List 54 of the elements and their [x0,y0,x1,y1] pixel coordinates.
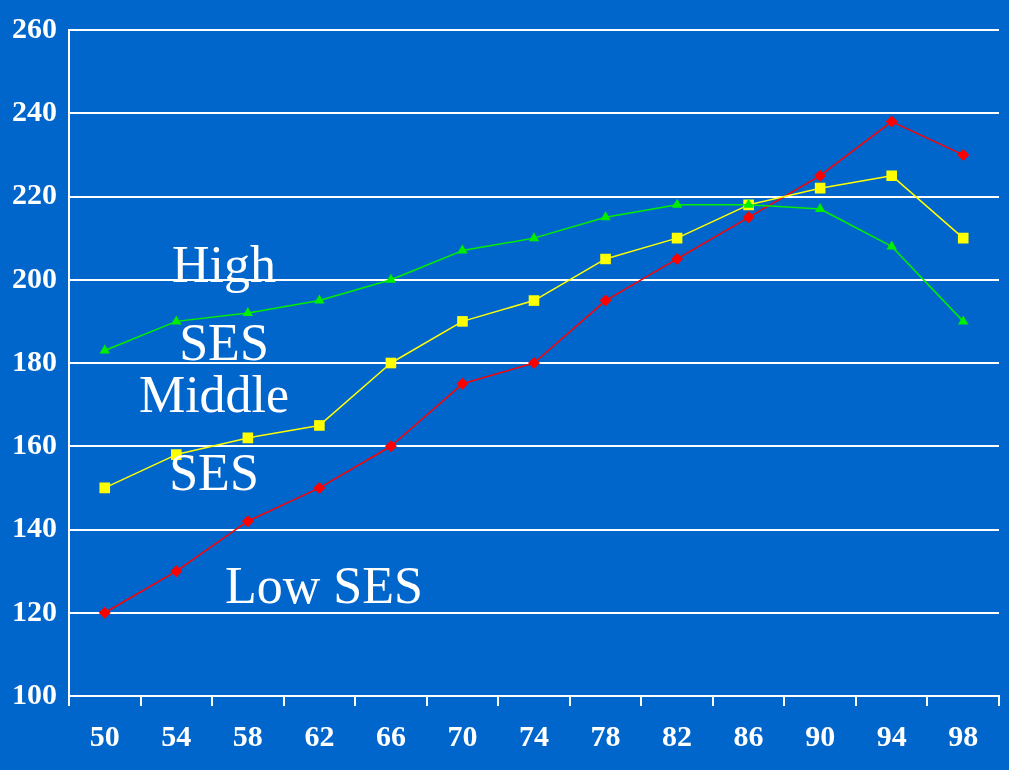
x-tick-label: 50 [89,718,120,752]
point [528,232,540,242]
x-tick-label: 62 [304,718,335,752]
y-tick-label: 220 [12,177,57,211]
point [671,252,684,265]
point [814,169,827,182]
point [313,481,326,494]
y-tick-label: 200 [12,260,57,294]
point [528,357,540,369]
x-tick-label: 90 [805,718,836,752]
x-tick-label: 86 [733,718,764,752]
point [98,606,111,619]
point [599,294,612,307]
point [170,565,183,578]
point [99,344,110,354]
x-tick-label: 54 [161,718,192,752]
point [456,377,469,390]
point [885,115,898,128]
x-tick-label: 82 [662,718,693,752]
point [957,232,969,244]
x-tick-label: 70 [447,718,478,752]
y-tick-label: 140 [12,510,57,544]
y-tick-label: 180 [12,343,57,377]
point [241,515,254,528]
point [314,294,325,304]
series-label: Middle SES [138,366,290,501]
point [314,420,325,431]
point [385,273,397,283]
y-tick-label: 240 [12,94,57,127]
x-tick-label: 66 [375,718,406,752]
point [457,244,468,254]
series-label: Low SES [225,557,423,614]
y-tick-label: 260 [12,10,57,44]
y-tick-label: 100 [12,676,57,710]
point [600,253,611,265]
x-tick-label: 74 [519,718,549,752]
x-tick-label: 78 [590,718,621,752]
point [957,148,970,161]
y-tick-label: 120 [12,593,57,627]
point [886,170,897,181]
point [528,295,540,306]
point [814,202,826,212]
x-tick-label: 94 [876,718,907,752]
point [742,211,755,224]
point [384,440,397,453]
x-tick-label: 58 [232,718,263,752]
point [600,211,611,221]
point [99,482,111,494]
point [457,316,468,327]
x-tick-label: 98 [948,718,979,752]
point [242,307,254,317]
point [671,198,683,208]
point [171,315,182,325]
y-tick-label: 160 [12,427,57,460]
